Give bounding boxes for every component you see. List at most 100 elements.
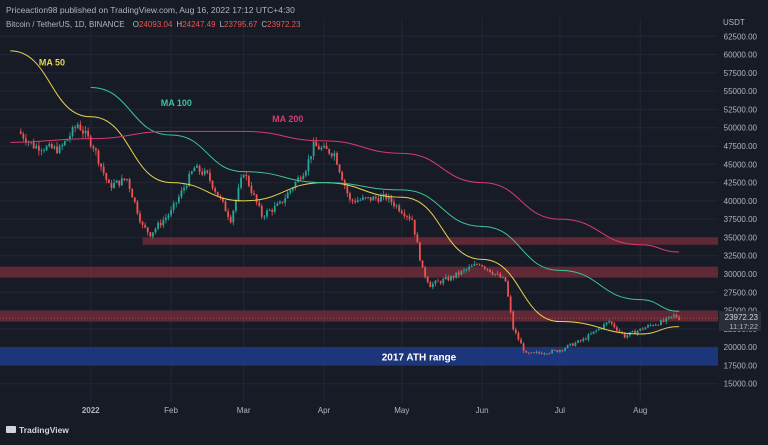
candle-body xyxy=(527,352,530,354)
candle-body xyxy=(317,146,320,150)
candle-body xyxy=(387,196,390,200)
candle-body xyxy=(53,146,56,149)
candle-body xyxy=(25,138,27,143)
x-tick-label: Aug xyxy=(633,406,647,415)
x-tick-label: Apr xyxy=(318,406,331,415)
x-tick-label: Mar xyxy=(237,406,251,415)
candle-body xyxy=(361,197,364,200)
candle-body xyxy=(258,202,261,206)
candle-body xyxy=(452,276,455,278)
candle-body xyxy=(224,201,227,212)
ma-label: MA 50 xyxy=(39,58,65,68)
candle-body xyxy=(245,174,248,177)
candle-body xyxy=(273,205,276,212)
candle-body xyxy=(307,159,310,172)
candle-body xyxy=(520,339,522,344)
candle-body xyxy=(369,197,372,201)
candle-body xyxy=(486,268,489,270)
candle-body xyxy=(222,197,224,202)
candle-body xyxy=(35,145,38,149)
candle-body xyxy=(299,177,302,180)
candle-body xyxy=(177,196,180,203)
candle-body xyxy=(504,277,507,282)
candle-body xyxy=(152,232,154,237)
candle-body xyxy=(268,209,271,211)
candle-body xyxy=(281,201,284,203)
publisher-line: Priceaction98 published on TradingView.c… xyxy=(6,5,295,15)
candle-body xyxy=(543,353,546,355)
candle-body xyxy=(193,167,196,172)
candle-body xyxy=(439,281,442,284)
candle-body xyxy=(133,197,136,202)
candle-body xyxy=(564,348,566,351)
candle-body xyxy=(333,153,336,157)
candle-body xyxy=(675,314,678,318)
symbol-label: Bitcoin / TetherUS, 1D, BINANCE xyxy=(6,20,125,29)
candle-body xyxy=(66,139,69,141)
candle-body xyxy=(286,192,289,199)
candle-body xyxy=(535,352,538,353)
candle-body xyxy=(437,280,439,282)
ohlc-value-o: 24093.04 xyxy=(139,20,173,29)
candle-body xyxy=(118,180,121,186)
candle-body xyxy=(234,200,237,211)
candle-body xyxy=(455,272,458,278)
last-price-label: 23972.23 xyxy=(725,313,759,322)
resistance-zone xyxy=(0,266,718,278)
candle-body xyxy=(395,205,398,207)
candle-body xyxy=(154,228,157,233)
y-tick-label: 42500.00 xyxy=(724,179,758,188)
candle-body xyxy=(45,146,48,151)
candle-body xyxy=(312,141,315,157)
candle-body xyxy=(323,145,325,148)
candle-body xyxy=(325,145,328,150)
last-price-box xyxy=(719,311,761,332)
candle-body xyxy=(310,156,312,160)
candle-body xyxy=(380,196,382,202)
candle-body xyxy=(349,193,351,200)
y-tick-label: 17500.00 xyxy=(724,361,758,370)
candle-body xyxy=(97,150,100,164)
candle-body xyxy=(180,190,183,197)
candle-body xyxy=(139,213,141,222)
candle-body xyxy=(136,201,139,214)
candle-body xyxy=(37,145,40,151)
candle-body xyxy=(636,330,639,334)
y-tick-label: 52500.00 xyxy=(724,105,758,114)
time-axis[interactable]: 2022 Feb Mar Apr May Jun Jul Aug xyxy=(82,406,648,415)
ma-line-ma50 xyxy=(10,50,680,335)
candle-body xyxy=(141,221,144,225)
candle-body xyxy=(522,343,525,351)
candle-body xyxy=(183,187,185,191)
candle-body xyxy=(546,353,548,355)
y-tick-label: 50000.00 xyxy=(724,124,758,133)
candle-body xyxy=(473,264,476,266)
candle-body xyxy=(250,185,253,194)
support-resistance-zones xyxy=(0,237,718,366)
candle-body xyxy=(346,185,349,194)
y-tick-label: 47500.00 xyxy=(724,142,758,151)
candle-body xyxy=(393,202,395,207)
candle-body xyxy=(162,220,165,226)
candle-body xyxy=(266,210,268,217)
countdown-label: 11:17:22 xyxy=(729,322,758,331)
zone-labels: 2017 ATH range xyxy=(382,352,457,363)
ohlc-value-c: 23972.23 xyxy=(267,20,301,29)
y-tick-label: 30000.00 xyxy=(724,270,758,279)
candle-body xyxy=(74,127,77,129)
candle-body xyxy=(40,150,43,152)
candle-body xyxy=(364,197,367,199)
candle-body xyxy=(654,324,657,326)
y-tick-label: 32500.00 xyxy=(724,252,758,261)
candle-body xyxy=(665,317,668,322)
candle-body xyxy=(351,199,354,201)
candle-body xyxy=(447,276,450,281)
candle-body xyxy=(574,342,577,346)
candle-body xyxy=(291,187,294,191)
candle-body xyxy=(577,340,579,343)
candle-body xyxy=(411,218,414,220)
candle-body xyxy=(600,328,603,330)
candle-body xyxy=(408,216,411,219)
candle-body xyxy=(61,145,64,147)
x-tick-label: May xyxy=(394,406,409,415)
